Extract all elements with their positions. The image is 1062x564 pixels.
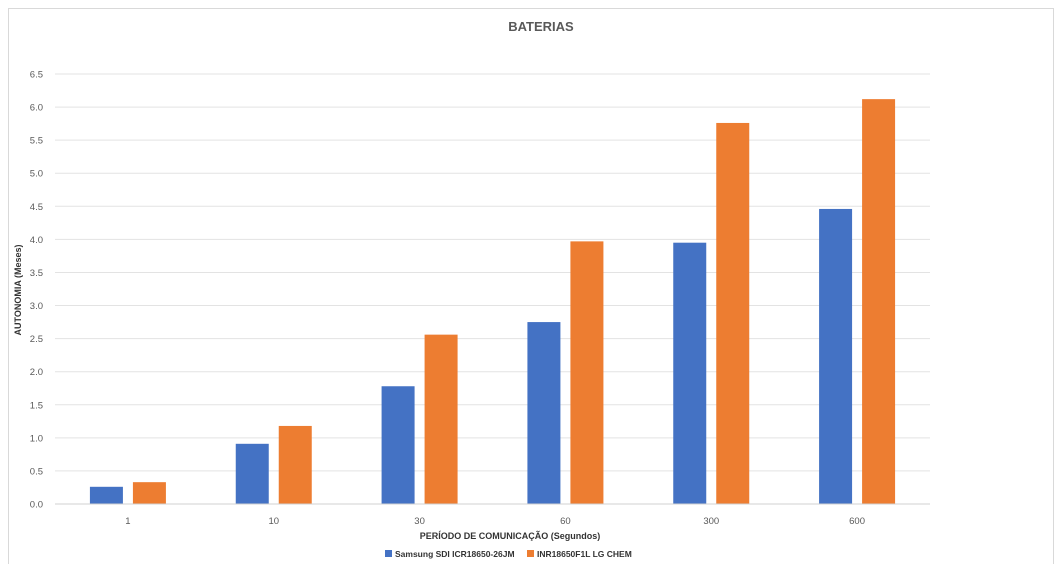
y-tick-label: 6.5 bbox=[30, 70, 43, 81]
x-tick-label: 1 bbox=[125, 516, 130, 527]
y-tick-label: 4.0 bbox=[30, 235, 43, 246]
gridlines bbox=[55, 73, 930, 472]
x-tick-label: 300 bbox=[703, 516, 719, 527]
y-tick-labels: 0.0 0.5 1.0 1.5 2.0 2.5 3.0 3.5 4.0 4.5 5.0 5.5 6.0 6… bbox=[30, 70, 43, 511]
bars bbox=[89, 99, 896, 504]
x-tick-label: 600 bbox=[849, 516, 865, 527]
x-tick-label: 10 bbox=[268, 516, 279, 527]
y-tick-label: 3.0 bbox=[30, 301, 43, 312]
legend-swatch bbox=[527, 550, 534, 557]
bar-series-2 bbox=[862, 99, 896, 504]
x-tick-label: 60 bbox=[560, 516, 571, 527]
bar-series-1 bbox=[381, 386, 415, 504]
bar-series-1 bbox=[673, 242, 707, 504]
bar-series-2 bbox=[278, 425, 312, 504]
y-tick-label: 3.5 bbox=[30, 268, 43, 279]
y-tick-label: 4.5 bbox=[30, 202, 43, 213]
legend-label: INR18650F1L LG CHEM bbox=[537, 549, 632, 559]
x-axis-label: PERÍODO DE COMUNICAÇÃO (Segundos) bbox=[420, 531, 601, 541]
x-tick-labels: 1 10 30 60 300 600 bbox=[125, 516, 865, 527]
bar-series-2 bbox=[716, 122, 750, 504]
y-tick-label: 1.5 bbox=[30, 400, 43, 411]
y-tick-label: 1.0 bbox=[30, 433, 43, 444]
bar-series-1 bbox=[527, 322, 561, 504]
y-tick-label: 0.5 bbox=[30, 466, 43, 477]
x-tick-label: 30 bbox=[414, 516, 425, 527]
bar-series-1 bbox=[235, 443, 269, 504]
y-tick-label: 6.0 bbox=[30, 103, 43, 114]
chart-title: BATERIAS bbox=[508, 19, 574, 34]
y-tick-label: 0.0 bbox=[30, 500, 43, 511]
y-tick-label: 5.5 bbox=[30, 136, 43, 147]
bar-series-2 bbox=[424, 334, 458, 504]
bar-series-2 bbox=[132, 482, 166, 504]
y-tick-label: 2.0 bbox=[30, 367, 43, 378]
y-axis-label: AUTONOMIA (Meses) bbox=[13, 244, 23, 335]
bar-series-2 bbox=[570, 241, 604, 504]
legend: Samsung SDI ICR18650-26JM INR18650F1L LG … bbox=[385, 549, 632, 559]
legend-swatch bbox=[385, 550, 392, 557]
bar-series-1 bbox=[819, 208, 853, 504]
y-tick-label: 5.0 bbox=[30, 169, 43, 180]
bar-series-1 bbox=[89, 486, 123, 504]
y-tick-label: 2.5 bbox=[30, 334, 43, 345]
legend-label: Samsung SDI ICR18650-26JM bbox=[395, 549, 515, 559]
